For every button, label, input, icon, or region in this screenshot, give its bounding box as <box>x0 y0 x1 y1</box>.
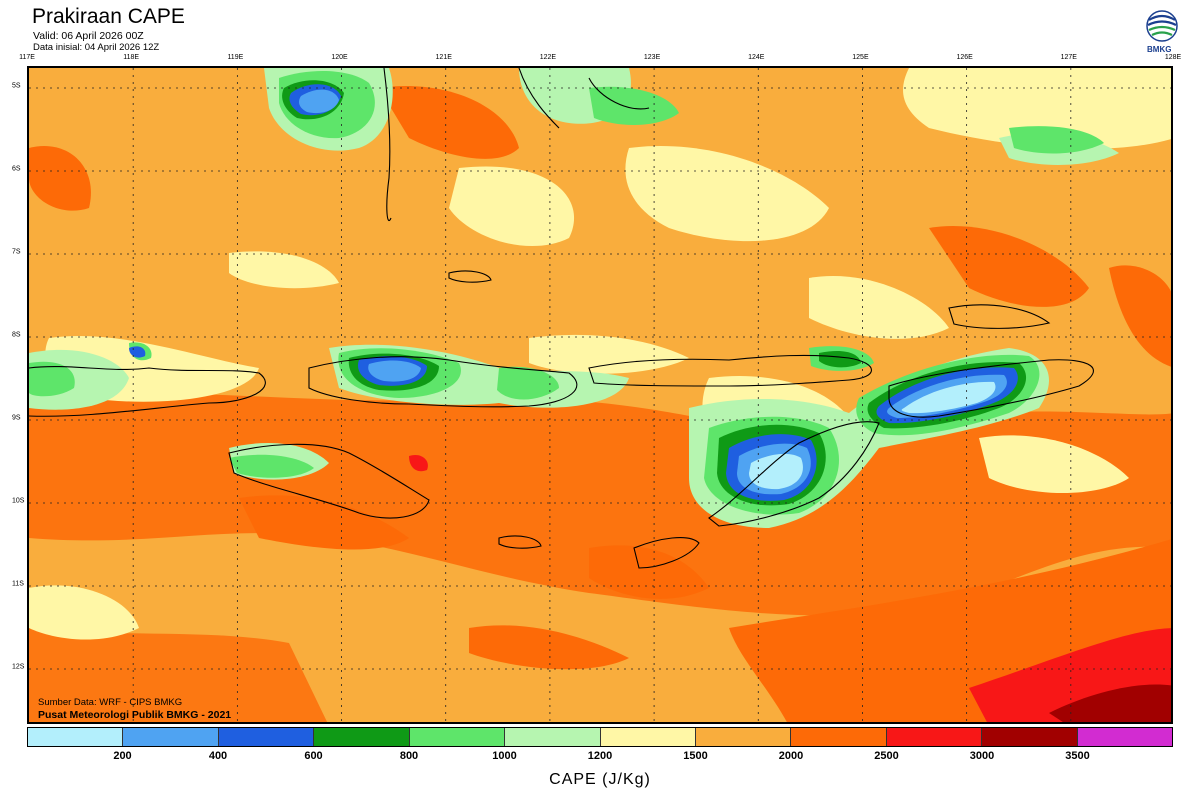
cape-0-200-zones <box>749 381 996 490</box>
colorbar-tick-label: 3500 <box>1065 750 1090 762</box>
colorbar-tick-label: 600 <box>304 750 323 762</box>
cape-3000-3500-zone <box>1049 684 1171 722</box>
colorbar-tick-label: 1000 <box>492 750 517 762</box>
colorbar-title: CAPE (J/Kg) <box>549 771 651 788</box>
lon-tick-label: 128E <box>1164 54 1182 61</box>
lat-tick-label: 8S <box>12 331 21 339</box>
lon-tick-label: 119E <box>227 54 244 61</box>
lon-tick-label: 121E <box>435 54 452 61</box>
lat-tick-label: 7S <box>12 248 21 256</box>
colorbar-swatch <box>600 728 696 746</box>
logo-label: BMKG <box>1147 45 1172 54</box>
colorbar-tick-label: 2000 <box>778 750 804 762</box>
colorbar-swatch <box>791 728 887 746</box>
valid-time: Valid: 06 April 2026 00Z <box>33 30 144 42</box>
cape-field <box>29 68 1171 722</box>
lon-tick-label: 125E <box>852 54 869 61</box>
colorbar-swatch <box>1077 728 1173 746</box>
lon-tick-label: 126E <box>956 54 973 61</box>
colorbar-tick-label: 1200 <box>587 750 613 762</box>
colorbar <box>27 727 1173 747</box>
lon-tick-label: 117E <box>19 54 35 61</box>
init-time: Data inisial: 04 April 2026 12Z <box>33 42 160 53</box>
lat-tick-label: 9S <box>12 414 21 422</box>
colorbar-swatch <box>314 728 410 746</box>
colorbar-tick-label: 3000 <box>969 750 995 762</box>
colorbar-swatch <box>28 728 124 746</box>
lat-tick-label: 5S <box>12 82 21 90</box>
colorbar-tick-label: 200 <box>113 750 132 762</box>
coastlines <box>29 68 1094 569</box>
colorbar-swatch <box>218 728 315 746</box>
lat-tick-label: 12S <box>12 663 25 671</box>
colorbar-swatch <box>409 728 506 746</box>
colorbar-tick-label: 1500 <box>683 750 708 762</box>
lon-tick-label: 124E <box>748 54 765 61</box>
colorbar-swatch <box>123 728 219 746</box>
colorbar-swatch <box>695 728 792 746</box>
lon-tick-label: 122E <box>539 54 557 61</box>
lat-tick-label: 6S <box>12 165 21 173</box>
colorbar-tick-label: 400 <box>208 750 228 762</box>
lon-tick-label: 118E <box>123 54 140 61</box>
data-source: Sumber Data: WRF - CIPS BMKG <box>38 697 183 708</box>
cape-map <box>27 66 1173 724</box>
colorbar-swatch <box>886 728 983 746</box>
colorbar-swatch <box>505 728 601 746</box>
colorbar-swatch <box>982 728 1078 746</box>
colorbar-tick-label: 800 <box>399 750 419 762</box>
lat-tick-label: 10S <box>12 497 25 505</box>
colorbar-tick-label: 2500 <box>874 750 899 762</box>
lon-tick-label: 127E <box>1060 54 1077 61</box>
graticule <box>29 68 1171 722</box>
lon-tick-label: 123E <box>643 54 661 61</box>
map-title: Prakiraan CAPE <box>32 5 185 28</box>
bmkg-logo <box>1146 10 1178 42</box>
organization: Pusat Meteorologi Publik BMKG - 2021 <box>38 709 232 721</box>
lat-tick-label: 11S <box>12 580 24 588</box>
lon-tick-label: 120E <box>331 54 348 61</box>
